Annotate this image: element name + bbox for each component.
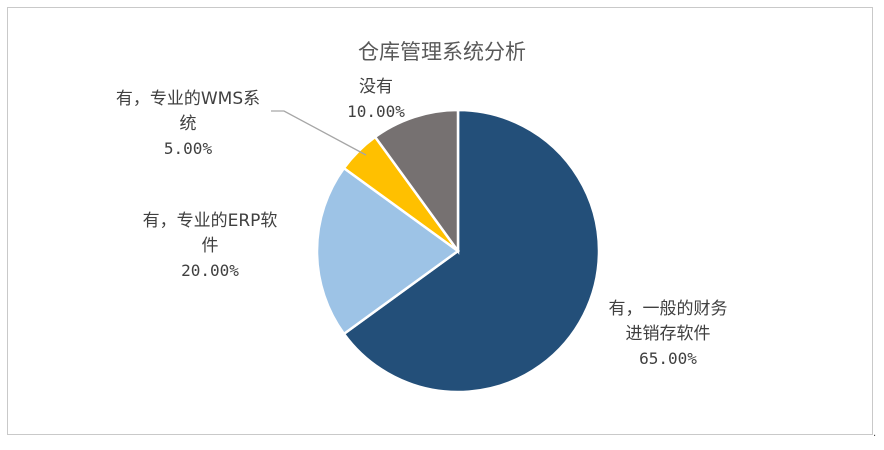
slice-label-3: 有，专业的WMS系统 5.00% [116, 89, 260, 158]
chart-title: 仓库管理系统分析 [358, 40, 526, 64]
pie-slice-4 [373, 108, 460, 255]
slice-label-1: 有，一般的财务进销存软件 65.00% [609, 299, 728, 368]
corner-dot: . [873, 428, 877, 439]
slice-label-4: 没有 10.00% [347, 77, 405, 121]
pie-slice-2 [315, 166, 461, 336]
leader-line-wms [271, 110, 367, 156]
slice-value-2: 20.00% [181, 261, 239, 280]
pie-slice-1 [342, 108, 601, 394]
slice-value-1: 65.00% [639, 349, 697, 368]
slice-value-3: 5.00% [164, 139, 213, 158]
slice-value-4: 10.00% [347, 102, 405, 121]
slice-label-2: 有，专业的ERP软件 20.00% [143, 211, 278, 280]
